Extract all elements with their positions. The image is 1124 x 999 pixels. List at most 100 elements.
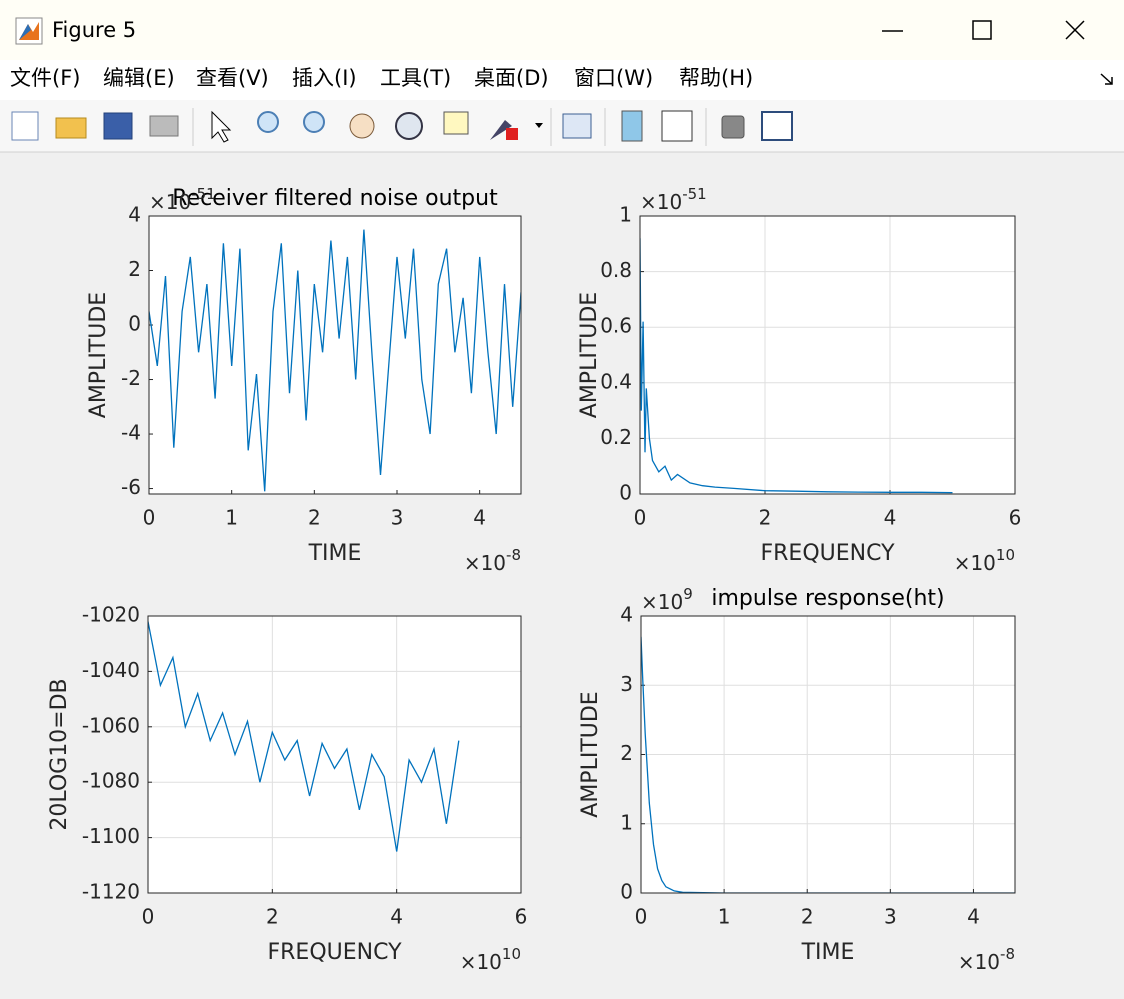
- x-tick-label: 0: [635, 905, 648, 929]
- chart-title: impulse response(ht): [711, 586, 944, 611]
- y-tick-label: 4: [128, 203, 141, 227]
- y-tick-label: -1040: [82, 658, 140, 682]
- scale-base: ×10: [640, 190, 682, 214]
- datatip-icon[interactable]: [443, 111, 469, 135]
- data-line: [640, 238, 953, 494]
- axes-box: [147, 615, 522, 894]
- scale-base: ×10: [641, 590, 683, 614]
- print-icon[interactable]: [149, 115, 179, 137]
- scale-label: ×10-51: [640, 185, 707, 214]
- toolbar-icons: [11, 108, 793, 146]
- menu-item[interactable]: 插入(I): [292, 66, 357, 90]
- y-tick-label: 1: [620, 810, 633, 834]
- save-icon[interactable]: [103, 112, 133, 140]
- pan-icon[interactable]: [349, 113, 375, 139]
- x-tick-label: 0: [142, 905, 155, 929]
- y-tick-label: 0.6: [600, 314, 632, 338]
- x-tick-label: 4: [473, 506, 486, 530]
- menu-arrow[interactable]: [1100, 73, 1113, 85]
- axes-background: [149, 216, 521, 494]
- x-axis-label: FREQUENCY: [760, 541, 895, 566]
- menu-item[interactable]: 文件(F): [10, 66, 80, 90]
- pointer-icon[interactable]: [211, 110, 232, 143]
- dock-icon[interactable]: [761, 111, 793, 141]
- axes-background: [640, 216, 1015, 494]
- menu-bar: [0, 60, 1124, 100]
- x-tick-label: 6: [515, 905, 528, 929]
- x-tick-label: 1: [225, 506, 238, 530]
- y-tick-label: 4: [620, 603, 633, 627]
- link-icon[interactable]: [562, 113, 592, 139]
- y-tick-label: -1100: [82, 824, 140, 848]
- menu-item[interactable]: 工具(T): [380, 66, 451, 90]
- menu-item[interactable]: 查看(V): [196, 66, 269, 90]
- y-tick-label: 0.8: [600, 258, 632, 282]
- scale-base: ×10: [464, 551, 506, 575]
- new-icon[interactable]: [11, 111, 39, 141]
- legend-icon[interactable]: [661, 110, 693, 142]
- scale-base: ×10: [954, 551, 996, 575]
- brush-icon[interactable]: [490, 120, 512, 140]
- scale-exponent: -8: [1000, 945, 1015, 963]
- y-axis-label: 20LOG10=DB: [47, 678, 72, 830]
- y-axis-label: AMPLITUDE: [86, 292, 111, 418]
- title-bar: [0, 0, 1124, 60]
- scale-label: ×10-51: [149, 185, 216, 214]
- x-tick-label: 4: [967, 905, 980, 929]
- scale-exponent: 10: [996, 546, 1015, 564]
- y-axis-label: AMPLITUDE: [578, 691, 603, 817]
- x-tick-label: 4: [884, 506, 897, 530]
- y-tick-label: -1080: [82, 769, 140, 793]
- open-icon[interactable]: [55, 117, 87, 139]
- hide-tools-icon[interactable]: [721, 115, 745, 139]
- x-axis-label: FREQUENCY: [267, 940, 402, 965]
- axes-background: [148, 616, 521, 893]
- x-tick-label: 4: [390, 905, 403, 929]
- y-tick-label: 2: [128, 257, 141, 281]
- y-tick-label: -4: [121, 421, 141, 445]
- menu-items: 文件(F) 编辑(E) 查看(V) 插入(I) 工具(T) 桌面(D) 窗口(W) 帮助(H): [10, 66, 753, 90]
- scale-exponent: -51: [191, 185, 216, 203]
- maximize-button[interactable]: [972, 20, 992, 40]
- window-title: Figure 5: [52, 18, 136, 42]
- x-tick-label: 2: [308, 506, 321, 530]
- y-tick-label: 0: [619, 481, 632, 505]
- y-tick-label: -1060: [82, 713, 140, 737]
- x-tick-label: 2: [266, 905, 279, 929]
- menu-item[interactable]: 帮助(H): [679, 66, 753, 90]
- axes-box: [640, 615, 1016, 894]
- data-line: [149, 229, 521, 492]
- y-tick-label: 3: [620, 672, 633, 696]
- scale-label: ×10-8: [958, 945, 1015, 974]
- toolbar: [0, 100, 1124, 152]
- x-tick-label: 0: [634, 506, 647, 530]
- data-line: [641, 636, 1015, 893]
- close-button[interactable]: [1065, 20, 1085, 40]
- x-tick-label: 2: [759, 506, 772, 530]
- y-axis-label: AMPLITUDE: [577, 292, 602, 418]
- y-tick-label: -1020: [82, 603, 140, 627]
- x-axis-label: TIME: [801, 940, 855, 965]
- menu-item[interactable]: 桌面(D): [474, 66, 549, 90]
- scale-label: ×109: [641, 585, 693, 614]
- x-tick-label: 2: [801, 905, 814, 929]
- y-tick-label: -6: [121, 475, 141, 499]
- menu-item[interactable]: 编辑(E): [103, 66, 175, 90]
- scale-label: ×1010: [954, 546, 1015, 575]
- scale-exponent: -8: [506, 546, 521, 564]
- rotate-icon[interactable]: [395, 112, 423, 140]
- y-tick-label: 0: [128, 312, 141, 336]
- x-tick-label: 0: [143, 506, 156, 530]
- colorbar-icon[interactable]: [621, 110, 643, 142]
- zoom-in-icon[interactable]: [257, 111, 279, 133]
- menu-item[interactable]: 窗口(W): [574, 66, 653, 90]
- x-tick-label: 3: [884, 905, 897, 929]
- y-tick-label: 2: [620, 741, 633, 765]
- x-axis-label: TIME: [308, 541, 362, 566]
- axes-box: [639, 215, 1016, 495]
- app-icon: [15, 17, 43, 45]
- zoom-out-icon[interactable]: [303, 111, 325, 133]
- y-tick-label: 1: [619, 203, 632, 227]
- scale-base: ×10: [460, 950, 502, 974]
